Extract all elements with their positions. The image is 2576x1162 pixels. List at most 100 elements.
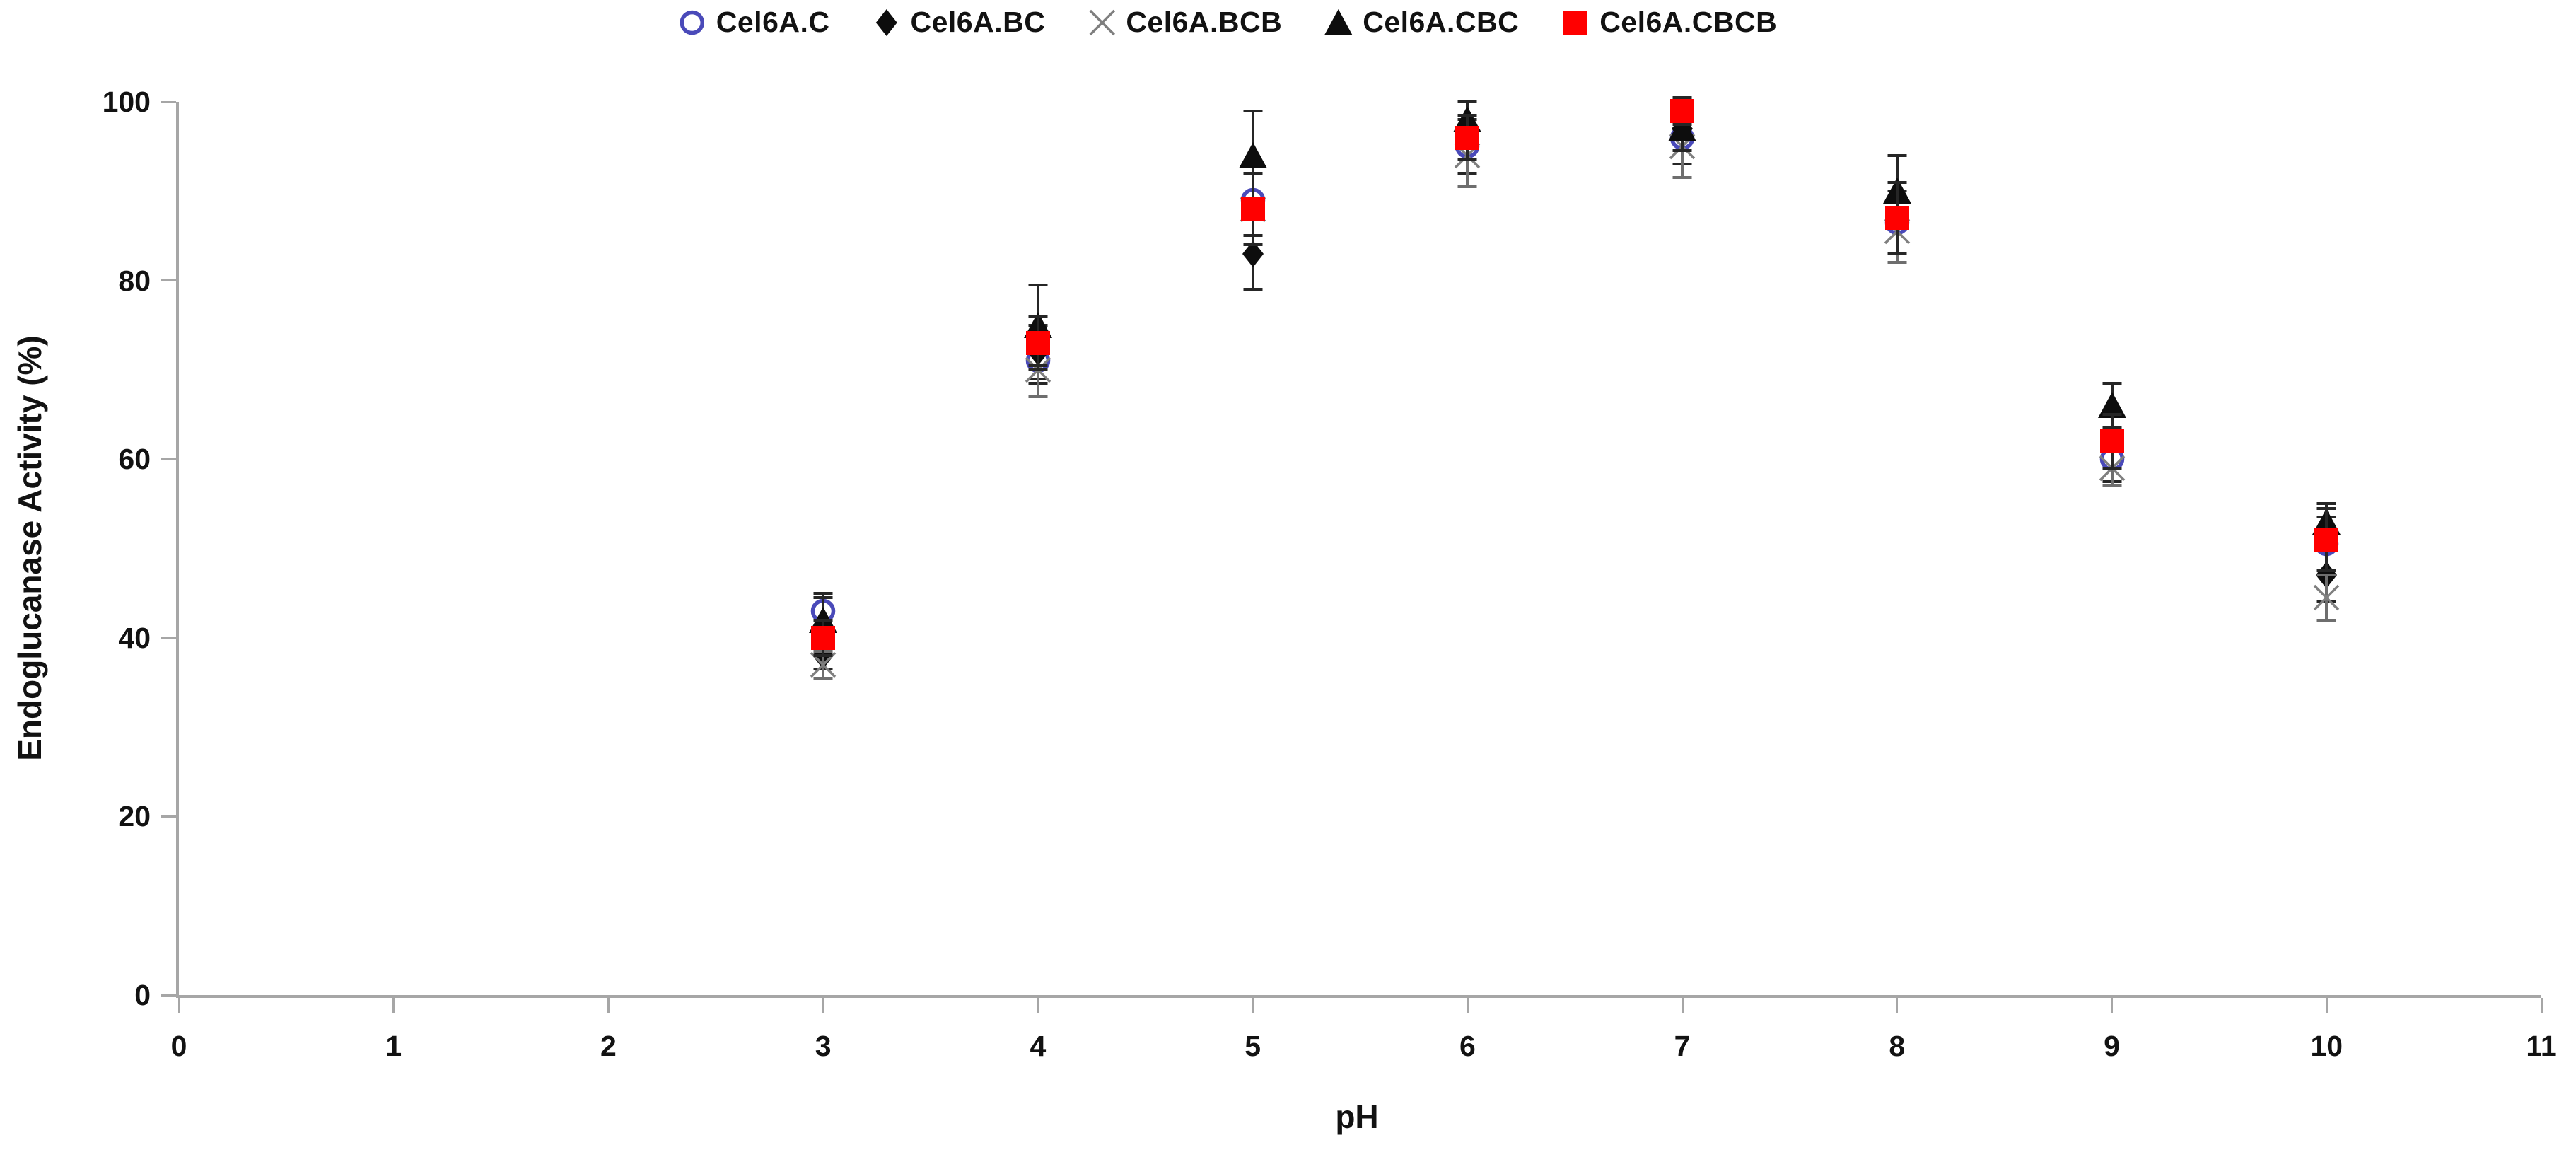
y-tick-label: 60	[118, 443, 151, 476]
x-tick-mark	[1681, 998, 1684, 1013]
square-icon	[1563, 10, 1588, 35]
y-tick-mark	[161, 100, 176, 103]
error-bar-cap	[1028, 315, 1048, 318]
triangle-icon	[1238, 141, 1267, 168]
legend-item-cel6a-c: Cel6A.C	[677, 6, 830, 39]
error-bar-cap	[1887, 252, 1907, 255]
error-bar-cap	[813, 595, 833, 599]
triangle-icon	[1668, 115, 1697, 141]
error-bar-cap	[1887, 153, 1907, 157]
error-bar-cap	[2316, 506, 2336, 510]
square-icon	[1455, 125, 1480, 150]
y-tick-mark	[161, 994, 176, 997]
plot-area: 0 20 40 60 80 100 0 1 2 3 4 5 6 7 8 9 10 11	[103, 88, 2557, 1061]
y-tick-mark	[161, 458, 176, 460]
legend-label: Cel6A.BC	[910, 6, 1046, 38]
error-bar-cap	[1243, 109, 1263, 112]
x-tick-mark	[2325, 998, 2328, 1013]
x-tick-label: 4	[1030, 1030, 1047, 1062]
error-bar-cap	[2316, 618, 2336, 622]
error-bar-cap	[1887, 261, 1907, 265]
square-icon	[1240, 197, 1265, 221]
error-bar-cap	[2102, 484, 2122, 488]
x-tick-label: 6	[1459, 1030, 1476, 1062]
data-point-cel6a-cbcb	[808, 622, 839, 653]
x-axis-title: pH	[1335, 1098, 1379, 1135]
error-bar-cap	[1457, 113, 1477, 117]
error-bar-cap	[2102, 466, 2122, 470]
error-bar-cap	[1672, 176, 1692, 180]
y-tick-mark	[161, 815, 176, 818]
x-tick-label: 5	[1245, 1030, 1261, 1062]
error-bar-cap	[813, 618, 833, 622]
triangle-icon	[2097, 392, 2126, 419]
error-bar-cap	[1243, 172, 1263, 175]
error-bar-cap	[1028, 395, 1048, 398]
x-cross-icon	[2314, 584, 2340, 611]
x-tick-mark	[1037, 998, 1039, 1013]
triangle-icon	[1324, 8, 1353, 35]
square-icon	[811, 625, 836, 650]
square-icon	[1670, 98, 1695, 123]
x-tick-label: 10	[2310, 1030, 2343, 1062]
data-point-cel6a-cbc	[1667, 113, 1698, 144]
square-icon	[1884, 206, 1909, 231]
legend-label: Cel6A.CBC	[1363, 6, 1520, 38]
diamond-icon	[875, 8, 897, 36]
data-point-cel6a-cbcb	[2097, 426, 2128, 457]
data-point-cel6a-cbc	[1237, 140, 1269, 171]
x-tick-label: 0	[170, 1030, 187, 1062]
y-tick-label: 100	[102, 86, 151, 118]
x-tick-label: 9	[2104, 1030, 2120, 1062]
error-bar-cap	[1672, 95, 1692, 99]
diamond-icon	[1242, 240, 1264, 267]
error-bar-cap	[1243, 288, 1263, 291]
square-icon	[2314, 527, 2339, 552]
legend: Cel6A.C Cel6A.BC Cel6A.BCB Cel6A.CBC Cel6A.C…	[677, 6, 1777, 39]
open-circle-icon	[680, 10, 705, 35]
data-point-cel6a-cbcb	[1882, 202, 1913, 233]
error-bar-cap	[2102, 413, 2122, 417]
data-point-cel6a-cbcb	[1022, 327, 1054, 359]
legend-label: Cel6A.C	[716, 6, 830, 38]
x-tick-mark	[2111, 998, 2114, 1013]
data-point-cel6a-bcb	[2311, 582, 2342, 613]
y-tick-label: 0	[134, 979, 151, 1011]
x-tick-label: 11	[2526, 1030, 2557, 1062]
error-bar-cap	[1028, 283, 1048, 286]
y-tick-mark	[161, 637, 176, 639]
error-bar-cap	[2102, 381, 2122, 385]
x-tick-mark	[1252, 998, 1254, 1013]
x-tick-mark	[1466, 998, 1469, 1013]
error-bar-cap	[2316, 502, 2336, 506]
x-tick-mark	[2540, 998, 2543, 1013]
legend-item-cel6a-bcb: Cel6A.BCB	[1086, 6, 1282, 39]
x-tick-mark	[177, 998, 180, 1013]
square-icon	[2099, 429, 2124, 453]
x-tick-label: 8	[1889, 1030, 1906, 1062]
y-tick-mark	[161, 279, 176, 282]
x-tick-mark	[607, 998, 610, 1013]
error-bar-cap	[1672, 149, 1692, 153]
x-tick-mark	[392, 998, 395, 1013]
error-bar-cap	[1672, 122, 1692, 126]
x-tick-mark	[822, 998, 824, 1013]
error-bar-cap	[1887, 180, 1907, 184]
x-tick-label: 2	[600, 1030, 617, 1062]
x-tick-mark	[1896, 998, 1899, 1013]
legend-label: Cel6A.BCB	[1126, 6, 1283, 38]
error-bar-cap	[1028, 368, 1048, 371]
x-cross-icon	[1089, 9, 1115, 35]
error-bar-cap	[813, 591, 833, 595]
error-bar-cap	[1457, 158, 1477, 162]
data-point-cel6a-cbcb	[2311, 524, 2342, 555]
error-bar-cap	[1457, 185, 1477, 188]
error-bar-cap	[813, 676, 833, 680]
error-bar-cap	[1457, 100, 1477, 103]
data-point-cel6a-cbcb	[1667, 95, 1698, 127]
error-bar-cap	[1243, 243, 1263, 247]
data-point-cel6a-cbcb	[1237, 194, 1269, 225]
error-bar-cap	[813, 654, 833, 658]
legend-label: Cel6A.CBCB	[1599, 6, 1778, 38]
